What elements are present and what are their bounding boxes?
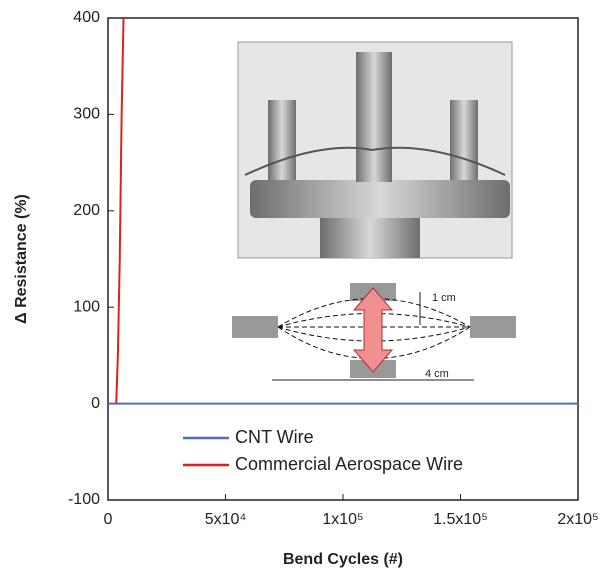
bend-diagram: [232, 283, 516, 381]
x-tick-label: 0: [104, 511, 113, 528]
x-tick-label: 2x10⁵: [557, 511, 598, 528]
annotation: 4 cm: [425, 368, 449, 380]
x-tick-label: 1x10⁵: [322, 511, 363, 528]
legend-label: CNT Wire: [235, 427, 314, 447]
y-tick-label: -100: [68, 491, 100, 508]
x-axis-label: Bend Cycles (#): [283, 551, 403, 568]
y-tick-label: 300: [73, 106, 100, 123]
annotation: 1 cm: [432, 292, 456, 304]
y-tick-label: 200: [73, 202, 100, 219]
series-line: [115, 17, 125, 404]
legend-label: Commercial Aerospace Wire: [235, 454, 463, 474]
photo-inset: [237, 41, 513, 259]
x-tick-label: 5x10⁴: [205, 511, 247, 528]
y-axis-label: Δ Resistance (%): [13, 194, 30, 324]
y-tick-label: 400: [73, 9, 100, 26]
y-tick-label: 0: [91, 395, 100, 412]
y-tick-label: 100: [73, 298, 100, 315]
x-tick-label: 1.5x10⁵: [433, 511, 488, 528]
